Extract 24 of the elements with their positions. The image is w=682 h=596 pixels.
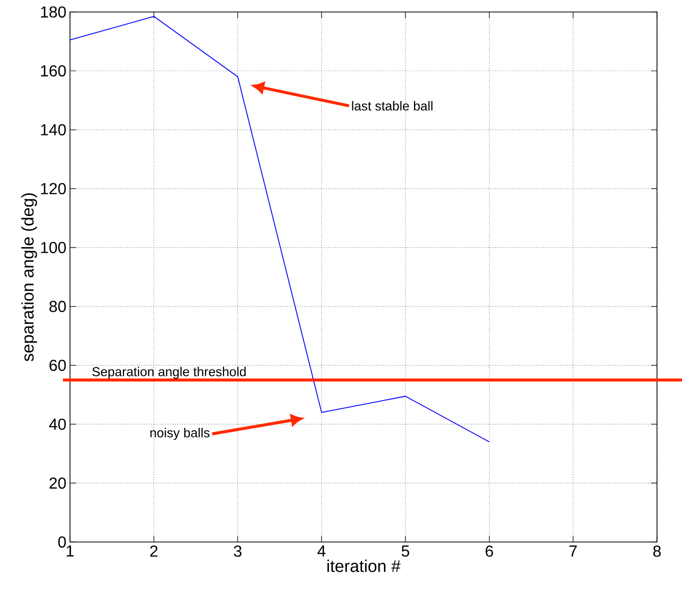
y-tick-label: 80: [49, 300, 66, 312]
y-tick-label: 40: [49, 418, 66, 430]
x-tick-label: 8: [653, 546, 661, 557]
annotation: noisy balls: [150, 428, 210, 440]
x-tick-label: 4: [318, 546, 326, 556]
x-axis-title: iteration #: [327, 560, 401, 572]
x-tick-label: 6: [486, 546, 494, 557]
y-tick-label: 0: [58, 536, 66, 548]
annotation: last stable ball: [352, 101, 432, 111]
x-tick-label: 5: [402, 546, 410, 557]
x-tick-label: 3: [234, 546, 242, 557]
y-tick-label: 100: [41, 242, 66, 254]
ref-line-label: Separation angle threshold: [92, 366, 246, 379]
x-tick-label: 2: [150, 546, 158, 557]
line-series: [70, 16, 490, 442]
y-tick-label: 120: [41, 183, 66, 194]
y-tick-label: 60: [50, 360, 66, 371]
y-tick-label: 140: [41, 124, 66, 136]
y-tick-label: 20: [50, 477, 66, 489]
x-tick-label: 1: [66, 546, 74, 556]
y-axis-title: separation angle (deg): [21, 193, 38, 362]
x-tick-label: 7: [570, 546, 577, 556]
y-tick-label: 180: [41, 6, 66, 18]
y-tick-label: 160: [41, 65, 66, 77]
